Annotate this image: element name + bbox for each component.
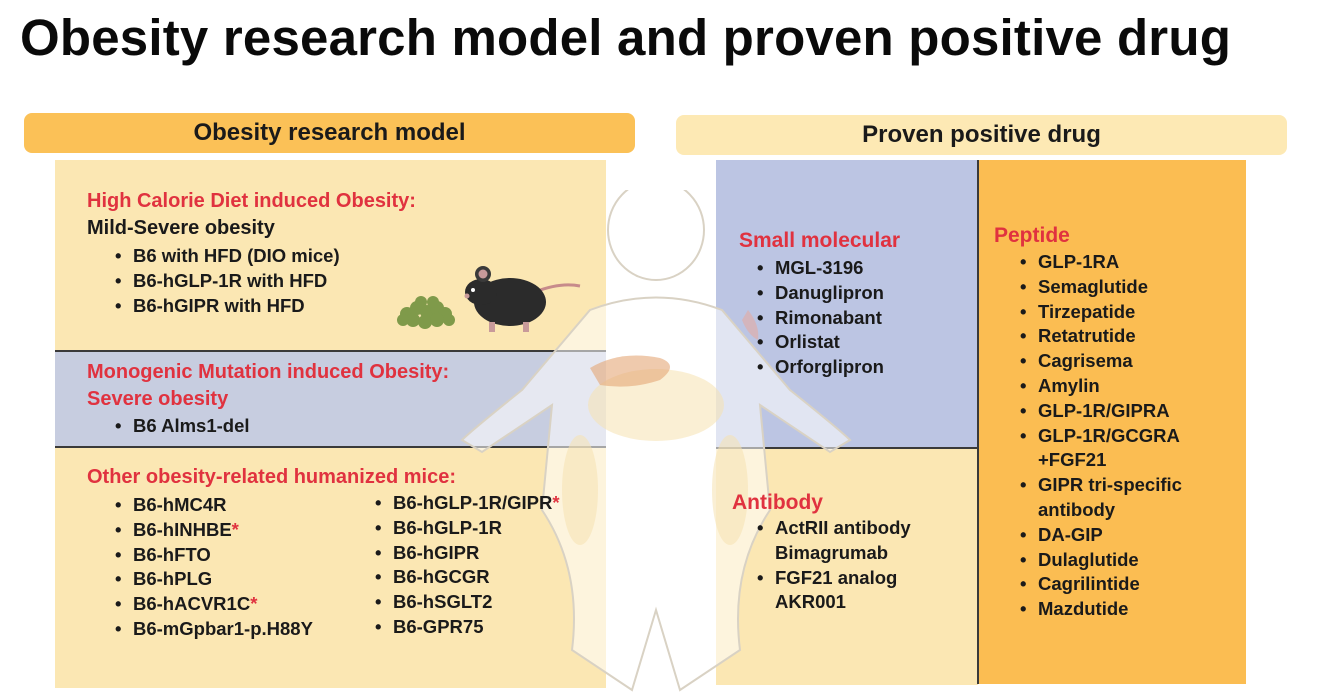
list-item-continuation: AKR001 <box>775 591 846 613</box>
page-title: Obesity research model and proven positi… <box>20 9 1232 66</box>
list-item: B6 with HFD (DIO mice) <box>113 244 340 269</box>
list-item: GLP-1R/GCGRA <box>1018 424 1182 449</box>
peptide-heading: Peptide <box>994 224 1070 247</box>
list-item: B6-mGpbar1-p.H88Y <box>113 617 313 642</box>
list-item: B6-hGIPR <box>373 541 560 566</box>
list-item: B6-hGCGR <box>373 565 560 590</box>
other-mice-list-col1: B6-hMC4R B6-hINHBE* B6-hFTO B6-hPLG B6-h… <box>113 493 313 642</box>
list-item: ActRII antibody <box>755 516 911 541</box>
list-item: Dulaglutide <box>1018 548 1182 573</box>
list-item-continuation: +FGF21 <box>1038 449 1107 471</box>
list-item: B6-hGIPR with HFD <box>113 294 340 319</box>
list-item: B6-hINHBE* <box>113 518 313 543</box>
list-item: GLP-1RA <box>1018 250 1182 275</box>
list-item: Orlistat <box>755 330 884 355</box>
list-item: B6-GPR75 <box>373 615 560 640</box>
small-molecular-heading: Small molecular <box>739 229 901 252</box>
monogenic-list: B6 Alms1-del <box>113 414 250 439</box>
list-item: DA-GIP <box>1018 523 1182 548</box>
positive-drug-header: Proven positive drug <box>676 115 1287 155</box>
list-item: Cagrilintide <box>1018 572 1182 597</box>
list-item: B6-hGLP-1R/GIPR* <box>373 491 560 516</box>
list-item: Amylin <box>1018 374 1182 399</box>
list-item: B6-hGLP-1R with HFD <box>113 269 340 294</box>
divider <box>55 446 606 448</box>
hcd-subheading: Mild-Severe obesity <box>87 217 275 239</box>
list-item: Semaglutide <box>1018 275 1182 300</box>
list-item-continuation: antibody <box>1038 498 1116 520</box>
other-mice-heading: Other obesity-related humanized mice: <box>87 466 456 488</box>
monogenic-subheading: Severe obesity <box>87 388 229 410</box>
hcd-heading: High Calorie Diet induced Obesity: <box>87 190 416 212</box>
list-item: B6-hGLP-1R <box>373 516 560 541</box>
list-item: Mazdutide <box>1018 597 1182 622</box>
list-item: B6 Alms1-del <box>113 414 250 439</box>
small-molecular-list: MGL-3196 Danuglipron Rimonabant Orlistat… <box>755 256 884 380</box>
list-item: B6-hPLG <box>113 567 313 592</box>
list-item: Cagrisema <box>1018 349 1182 374</box>
list-item: Rimonabant <box>755 306 884 331</box>
divider <box>977 160 979 684</box>
monogenic-heading: Monogenic Mutation induced Obesity: <box>87 361 450 383</box>
list-item: Tirzepatide <box>1018 300 1182 325</box>
list-item-continuation: Bimagrumab <box>775 541 889 563</box>
list-item: B6-hSGLT2 <box>373 590 560 615</box>
mouse-with-food-illustration <box>397 266 581 332</box>
list-item: FGF21 analog <box>755 566 911 591</box>
list-item: Orforglipron <box>755 355 884 380</box>
antibody-heading: Antibody <box>732 491 823 514</box>
obesity-model-header: Obesity research model <box>24 113 635 153</box>
peptide-list: GLP-1RA Semaglutide Tirzepatide Retatrut… <box>1018 250 1182 622</box>
list-item: Retatrutide <box>1018 324 1182 349</box>
list-item: B6-hFTO <box>113 543 313 568</box>
divider <box>55 350 606 352</box>
list-item: B6-hACVR1C* <box>113 592 313 617</box>
antibody-list: ActRII antibody Bimagrumab FGF21 analog … <box>755 516 911 615</box>
list-item: MGL-3196 <box>755 256 884 281</box>
other-mice-list-col2: B6-hGLP-1R/GIPR* B6-hGLP-1R B6-hGIPR B6-… <box>373 491 560 640</box>
list-item: Danuglipron <box>755 281 884 306</box>
hcd-list: B6 with HFD (DIO mice) B6-hGLP-1R with H… <box>113 244 340 318</box>
divider <box>716 447 978 449</box>
list-item: GIPR tri-specific <box>1018 473 1182 498</box>
list-item: GLP-1R/GIPRA <box>1018 399 1182 424</box>
list-item: B6-hMC4R <box>113 493 313 518</box>
